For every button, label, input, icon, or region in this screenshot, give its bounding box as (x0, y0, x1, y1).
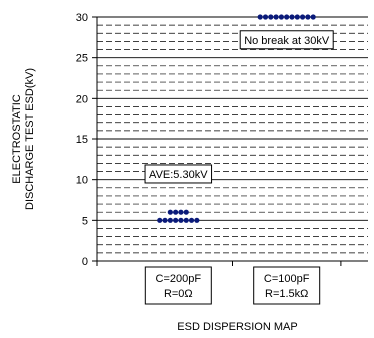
data-points (157, 14, 316, 223)
y-tick-label: 15 (76, 134, 88, 146)
data-point (162, 217, 168, 223)
category-label: C=200pF (156, 273, 202, 285)
annotation-box (144, 164, 213, 184)
annotation-box (239, 30, 334, 50)
y-tick-label: 5 (82, 215, 88, 227)
data-point (273, 14, 279, 20)
x-axis: C=200pF R=0Ω C=100pF R=1.5kΩ (96, 260, 368, 305)
y-tick-label: 20 (76, 93, 88, 105)
data-point (167, 209, 173, 215)
data-point (257, 14, 263, 20)
y-tick-label: 10 (76, 175, 88, 187)
category-label-box (144, 266, 212, 305)
data-point (167, 217, 173, 223)
data-point (178, 209, 184, 215)
annotation-label: AVE:5.30kV (149, 169, 208, 181)
y-axis-title: ELECTROSTATIC DISCHARGE TEST ESD(kV) (11, 68, 36, 210)
data-point (310, 14, 316, 20)
data-point (278, 14, 284, 20)
data-point (194, 217, 200, 223)
data-point (183, 209, 189, 215)
y-axis: 0 5 10 15 20 25 30 (76, 12, 98, 268)
data-point (294, 14, 300, 20)
data-point (188, 217, 195, 223)
data-point (173, 209, 179, 215)
annotations: AVE:5.30kV No break at 30kV (144, 30, 334, 184)
y-tick-label: 0 (82, 256, 88, 268)
data-point (183, 217, 189, 223)
data-point (284, 14, 290, 20)
data-point (268, 14, 274, 20)
annotation-label: No break at 30kV (244, 35, 330, 47)
x-axis-title: ESD DISPERSION MAP (177, 321, 297, 333)
y-tick-label: 25 (76, 53, 88, 65)
y-tick-label: 30 (76, 12, 88, 24)
data-point (178, 217, 184, 223)
data-point (300, 14, 306, 20)
y-axis-title-line: ELECTROSTATIC (11, 94, 23, 183)
data-point (262, 14, 269, 20)
data-point (173, 217, 179, 223)
category-label: C=100pF (264, 273, 310, 285)
category-label: R=0Ω (164, 288, 193, 300)
data-point (305, 14, 311, 20)
category-label: R=1.5kΩ (265, 288, 308, 300)
category-label-box (253, 266, 321, 305)
data-point (157, 217, 163, 223)
data-point (289, 14, 295, 20)
y-axis-title-line: DISCHARGE TEST ESD(kV) (24, 68, 36, 210)
grid (97, 16, 368, 254)
